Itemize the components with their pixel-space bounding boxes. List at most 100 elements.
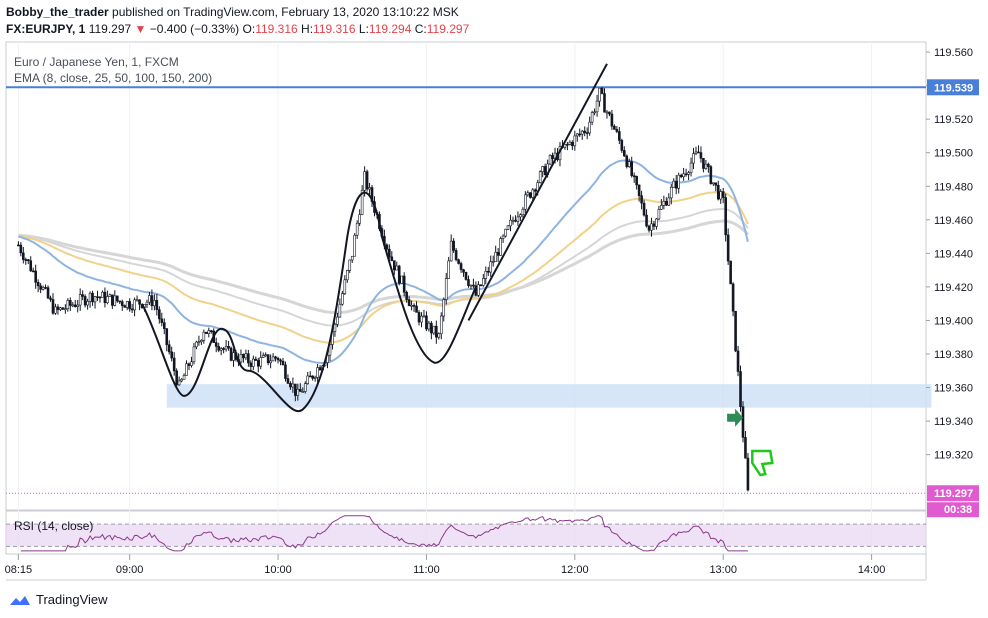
support-zone[interactable] [166, 384, 932, 408]
candle-body [521, 208, 525, 216]
candle-body [348, 259, 352, 271]
candle-body [496, 251, 500, 256]
change: −0.400 (−0.33%) [149, 22, 240, 36]
wave-drawing[interactable] [141, 191, 477, 413]
candle-body [739, 371, 742, 407]
candle-body [741, 406, 745, 438]
last-price: 119.297 [88, 22, 132, 36]
candle-body [575, 133, 579, 137]
low-value: 119.294 [368, 22, 412, 36]
high-value: 119.316 [313, 22, 356, 36]
candle-body [207, 330, 211, 334]
candle-body [333, 323, 337, 332]
thumbs-down-icon[interactable] [751, 449, 774, 477]
candle-body [462, 269, 465, 273]
candle-body [684, 173, 688, 176]
y-tick-label: 119.360 [934, 383, 973, 395]
candle-body [232, 352, 235, 361]
candle-body [524, 194, 527, 210]
author-name[interactable]: Bobby_the_trader [6, 5, 109, 19]
candle-body [350, 255, 354, 261]
candle-body [96, 296, 99, 298]
candle-body [91, 292, 94, 303]
candle-body [56, 306, 60, 310]
y-tick-label: 119.500 [934, 148, 973, 160]
candle-body [580, 130, 584, 135]
candle-body [103, 291, 107, 304]
candle-body [608, 111, 611, 115]
candle-body [395, 265, 399, 271]
candle-body [101, 291, 104, 298]
rsi-series [20, 515, 748, 552]
candle-body [526, 192, 530, 196]
candle-body [284, 364, 287, 379]
candle-body [150, 295, 154, 307]
candle-body [585, 132, 589, 134]
candle-body [19, 244, 23, 254]
candle-body [417, 312, 421, 323]
candle-body [214, 342, 218, 347]
candle-body [160, 318, 164, 323]
h-label: H: [301, 22, 314, 36]
candle-body [318, 367, 322, 371]
candle-body [627, 161, 631, 167]
ema-200-line [18, 219, 750, 315]
candle-body [491, 261, 495, 263]
candle-body [514, 219, 517, 222]
candle-body [721, 191, 725, 198]
candle-body [78, 294, 82, 306]
candle-body [397, 265, 401, 284]
candle-body [259, 357, 263, 367]
candle-body [64, 308, 67, 311]
candle-body [425, 315, 428, 330]
tradingview-logo[interactable]: TradingView [8, 592, 108, 607]
candle-body [209, 330, 213, 332]
candle-body [652, 223, 656, 227]
candle-body [439, 315, 443, 335]
candle-body [400, 275, 403, 284]
candle-body [44, 287, 47, 289]
candle-body [430, 322, 433, 334]
candle-body [410, 305, 413, 307]
candle-body [358, 214, 361, 224]
candle-body [405, 291, 408, 300]
candle-body [316, 367, 319, 378]
candle-body [217, 346, 220, 351]
candle-body [669, 186, 673, 199]
candle-body [662, 201, 666, 206]
candle-body [632, 175, 636, 177]
trendline-drawing[interactable] [467, 63, 608, 321]
candle-body [249, 362, 253, 367]
candle-body [66, 300, 70, 310]
candle-body [46, 287, 50, 299]
drawings[interactable] [141, 63, 774, 477]
time-axis[interactable]: 08:15 09:00 10:00 11:00 12:00 13:00 14:00 [5, 554, 886, 576]
candle-body [219, 348, 223, 351]
candle-body [563, 143, 567, 148]
candle-body [620, 140, 624, 151]
candle-body [615, 129, 619, 132]
candle-body [447, 260, 450, 279]
candle-body [29, 260, 33, 272]
rsi-band [6, 524, 926, 547]
candle-body [34, 270, 37, 283]
price-axis[interactable]: 119.560119.540119.520119.500119.480119.4… [926, 47, 979, 518]
candle-body [467, 279, 470, 286]
candle-body [603, 93, 606, 113]
y-tick-label: 119.340 [934, 416, 973, 428]
candle-body [190, 361, 193, 366]
candle-body [301, 391, 305, 393]
candle-body [229, 347, 233, 361]
candle-body [469, 284, 473, 287]
candle-body [457, 259, 460, 264]
candle-body [449, 240, 453, 262]
candle-body [227, 345, 230, 349]
candle-body [93, 296, 97, 303]
green-arrow-icon[interactable] [727, 408, 744, 427]
candle-body [36, 282, 40, 287]
candle-body [694, 151, 698, 154]
candle-body [746, 457, 750, 491]
candle-body [637, 184, 641, 196]
candle-body [111, 294, 114, 306]
